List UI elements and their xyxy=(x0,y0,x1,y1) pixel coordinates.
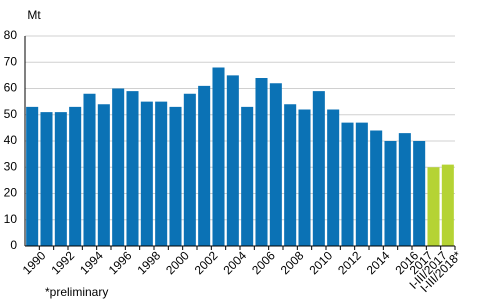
bar xyxy=(226,75,239,246)
x-tick-label: 2002 xyxy=(192,248,221,277)
bar xyxy=(169,106,182,246)
bar xyxy=(69,106,82,246)
x-tick-label: 1994 xyxy=(77,248,106,277)
bar xyxy=(327,109,340,246)
bar xyxy=(83,93,96,246)
bar xyxy=(341,122,354,246)
x-tick-label: 1990 xyxy=(20,248,49,277)
y-tick-label: 30 xyxy=(4,159,18,173)
x-tick-label: 2010 xyxy=(306,248,335,277)
y-tick-label: 10 xyxy=(4,212,18,226)
y-axis-label: Mt xyxy=(27,8,41,22)
x-tick-label: 1998 xyxy=(134,248,163,277)
bar xyxy=(312,91,325,246)
bar xyxy=(255,78,268,246)
x-tick-label: 1992 xyxy=(48,248,77,277)
y-tick-label: 80 xyxy=(4,28,18,42)
bar xyxy=(155,101,168,246)
y-tick-label: 50 xyxy=(4,107,18,121)
bar xyxy=(40,112,53,246)
bar xyxy=(212,67,225,246)
bar xyxy=(112,88,125,246)
bar xyxy=(384,141,397,246)
x-tick-label: 1996 xyxy=(106,248,135,277)
bar xyxy=(140,101,153,246)
x-tick-label: 2014 xyxy=(364,248,393,277)
bar xyxy=(183,93,196,246)
bar xyxy=(54,112,67,246)
bar xyxy=(398,133,411,246)
bar xyxy=(427,167,440,246)
y-tick-label: 40 xyxy=(4,133,18,147)
x-tick-label: 2012 xyxy=(335,248,364,277)
bar xyxy=(370,130,383,246)
footnote: *preliminary xyxy=(45,285,108,299)
bar xyxy=(97,104,110,246)
x-tick-label: 2008 xyxy=(278,248,307,277)
x-tick-label: 2004 xyxy=(220,248,249,277)
bar xyxy=(413,141,426,246)
x-tick-label: 2006 xyxy=(249,248,278,277)
bar xyxy=(198,85,211,246)
bar xyxy=(126,91,139,246)
y-tick-label: 20 xyxy=(4,186,18,200)
bar xyxy=(355,122,368,246)
bar xyxy=(284,104,297,246)
y-tick-label: 0 xyxy=(10,238,17,252)
y-tick-label: 70 xyxy=(4,54,18,68)
y-tick-label: 60 xyxy=(4,81,18,95)
bar xyxy=(26,106,39,246)
bar xyxy=(298,109,311,246)
bar xyxy=(241,106,254,246)
x-tick-label: 2000 xyxy=(163,248,192,277)
bar xyxy=(441,164,454,246)
bar xyxy=(269,83,282,246)
